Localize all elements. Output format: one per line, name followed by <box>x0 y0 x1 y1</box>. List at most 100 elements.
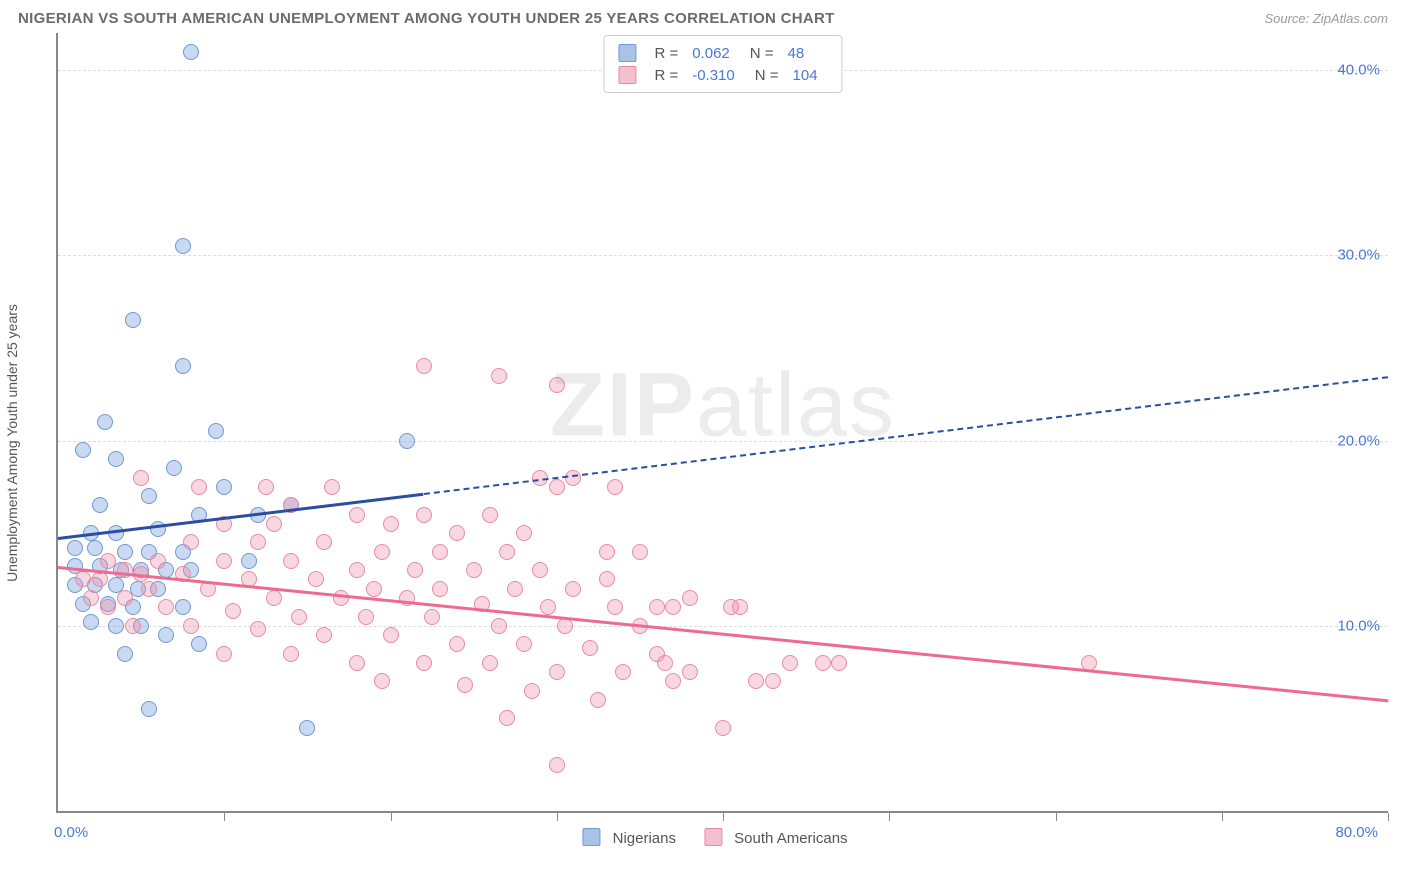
data-point <box>92 497 108 513</box>
data-point <box>615 664 631 680</box>
data-point <box>97 414 113 430</box>
scatter-plot: ZIPatlas R = 0.062 N = 48 R = -0.310 N =… <box>56 33 1388 813</box>
data-point <box>416 507 432 523</box>
data-point <box>125 618 141 634</box>
x-axis-max-label: 80.0% <box>1335 824 1378 841</box>
y-tick-label: 20.0% <box>1337 432 1380 449</box>
data-point <box>748 673 764 689</box>
legend-row-south-americans: R = -0.310 N = 104 <box>618 64 827 86</box>
y-axis-label: Unemployment Among Youth under 25 years <box>4 304 20 582</box>
data-point <box>358 609 374 625</box>
data-point <box>599 544 615 560</box>
data-point <box>141 581 157 597</box>
data-point <box>374 544 390 560</box>
legend-item-nigerians: Nigerians <box>582 828 676 847</box>
data-point <box>457 677 473 693</box>
data-point <box>831 655 847 671</box>
data-point <box>657 655 673 671</box>
data-point <box>499 544 515 560</box>
data-point <box>266 590 282 606</box>
data-point <box>117 544 133 560</box>
data-point <box>540 599 556 615</box>
data-point <box>432 544 448 560</box>
data-point <box>482 507 498 523</box>
data-point <box>549 377 565 393</box>
x-tick <box>224 813 225 821</box>
data-point <box>665 673 681 689</box>
data-point <box>682 590 698 606</box>
data-point <box>250 621 266 637</box>
data-point <box>208 423 224 439</box>
x-tick <box>391 813 392 821</box>
data-point <box>225 603 241 619</box>
data-point <box>141 488 157 504</box>
legend-row-nigerians: R = 0.062 N = 48 <box>618 42 827 64</box>
data-point <box>216 479 232 495</box>
data-point <box>75 571 91 587</box>
data-point <box>599 571 615 587</box>
data-point <box>682 664 698 680</box>
r-label: R = <box>654 45 678 62</box>
data-point <box>765 673 781 689</box>
data-point <box>732 599 748 615</box>
data-point <box>133 470 149 486</box>
data-point <box>283 646 299 662</box>
data-point <box>499 710 515 726</box>
r-value-south-americans: -0.310 <box>692 67 735 84</box>
data-point <box>141 701 157 717</box>
data-point <box>416 358 432 374</box>
gridline <box>58 441 1388 442</box>
data-point <box>100 599 116 615</box>
x-tick <box>1222 813 1223 821</box>
data-point <box>216 553 232 569</box>
data-point <box>108 618 124 634</box>
data-point <box>407 562 423 578</box>
data-point <box>366 581 382 597</box>
data-point <box>424 609 440 625</box>
data-point <box>316 534 332 550</box>
data-point <box>241 553 257 569</box>
data-point <box>349 655 365 671</box>
data-point <box>507 581 523 597</box>
data-point <box>150 553 166 569</box>
data-point <box>158 627 174 643</box>
r-label: R = <box>654 67 678 84</box>
data-point <box>632 544 648 560</box>
data-point <box>466 562 482 578</box>
swatch-nigerians-icon <box>582 828 600 846</box>
data-point <box>183 44 199 60</box>
data-point <box>316 627 332 643</box>
chart-title: NIGERIAN VS SOUTH AMERICAN UNEMPLOYMENT … <box>18 10 835 27</box>
data-point <box>532 562 548 578</box>
data-point <box>183 618 199 634</box>
data-point <box>83 590 99 606</box>
data-point <box>67 540 83 556</box>
source-label: Source: ZipAtlas.com <box>1264 11 1388 26</box>
data-point <box>491 618 507 634</box>
x-axis-min-label: 0.0% <box>54 824 88 841</box>
gridline <box>58 255 1388 256</box>
r-value-nigerians: 0.062 <box>692 45 730 62</box>
swatch-south-americans-icon <box>618 66 636 84</box>
data-point <box>83 614 99 630</box>
data-point <box>87 540 103 556</box>
data-point <box>75 442 91 458</box>
data-point <box>299 720 315 736</box>
data-point <box>549 757 565 773</box>
data-point <box>108 451 124 467</box>
data-point <box>549 479 565 495</box>
data-point <box>715 720 731 736</box>
data-point <box>565 581 581 597</box>
data-point <box>166 460 182 476</box>
data-point <box>183 534 199 550</box>
y-tick-label: 10.0% <box>1337 617 1380 634</box>
data-point <box>665 599 681 615</box>
data-point <box>416 655 432 671</box>
trendline-extrapolated <box>424 376 1388 495</box>
n-value-south-americans: 104 <box>793 67 818 84</box>
data-point <box>607 599 623 615</box>
data-point <box>649 599 665 615</box>
data-point <box>349 562 365 578</box>
data-point <box>549 664 565 680</box>
data-point <box>516 636 532 652</box>
